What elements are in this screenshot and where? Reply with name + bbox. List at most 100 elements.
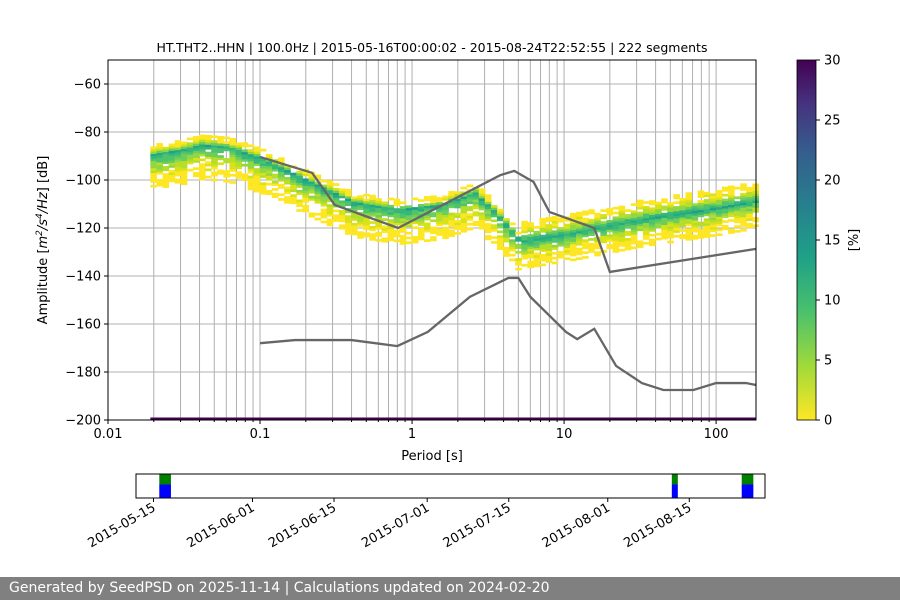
density-cell	[503, 251, 510, 255]
density-cell	[454, 203, 462, 206]
density-cell	[606, 227, 614, 230]
density-cell	[576, 235, 583, 239]
density-cell	[679, 219, 687, 223]
density-cell	[661, 205, 668, 209]
density-cell	[460, 201, 468, 204]
density-cell	[642, 205, 650, 209]
density-cell	[229, 173, 237, 177]
density-cell	[399, 239, 407, 243]
density-cell	[150, 156, 157, 159]
density-cell	[527, 241, 534, 245]
density-cell	[490, 214, 498, 218]
density-cell	[612, 250, 620, 253]
density-cell	[606, 239, 614, 242]
density-cell	[527, 265, 534, 269]
density-cell	[728, 211, 735, 215]
density-cell	[746, 194, 753, 197]
density-cell	[168, 177, 176, 180]
density-cell	[436, 199, 443, 203]
density-cell	[253, 182, 261, 186]
density-cell	[156, 157, 164, 161]
density-cell	[326, 189, 334, 193]
density-cell	[436, 206, 443, 210]
density-cell	[715, 228, 723, 232]
density-cell	[162, 151, 170, 155]
density-cell	[588, 242, 595, 246]
density-cell	[442, 212, 449, 216]
density-cell	[721, 227, 729, 231]
density-cell	[411, 209, 419, 213]
density-cell	[186, 144, 194, 148]
density-cell	[478, 202, 486, 206]
density-cell	[721, 203, 729, 207]
density-cell	[332, 209, 340, 213]
density-cell	[618, 205, 626, 209]
density-cell	[320, 179, 328, 183]
density-cell	[424, 203, 431, 207]
density-cell	[192, 155, 200, 158]
density-cell	[466, 222, 474, 226]
density-cell	[162, 158, 170, 162]
density-cell	[685, 213, 693, 217]
density-cell	[618, 236, 626, 240]
density-cell	[527, 229, 534, 233]
density-cell	[509, 234, 516, 238]
density-cell	[205, 175, 212, 179]
high-noise-model-line	[259, 155, 757, 274]
density-cell	[649, 217, 656, 220]
density-cell	[515, 262, 522, 266]
density-cell	[478, 222, 486, 225]
density-cell	[503, 220, 510, 224]
density-cell	[533, 262, 541, 265]
density-cell	[405, 207, 413, 211]
density-cell	[569, 251, 577, 255]
density-cell	[308, 214, 316, 218]
density-cell	[734, 208, 741, 212]
density-cell	[168, 162, 176, 166]
density-cell	[168, 172, 176, 175]
density-cell	[302, 183, 309, 186]
density-cell	[174, 171, 182, 175]
density-cell	[740, 221, 747, 225]
density-cell	[484, 215, 492, 219]
density-cell	[211, 178, 218, 182]
colorbar-tick-label: 10	[824, 294, 841, 309]
density-cell	[667, 202, 674, 205]
density-cell	[503, 222, 510, 226]
density-cell	[484, 206, 492, 210]
density-cell	[582, 220, 589, 223]
density-cell	[211, 157, 218, 160]
density-cell	[661, 207, 668, 211]
density-cell	[527, 260, 534, 264]
density-cell	[411, 240, 419, 244]
density-cell	[381, 227, 389, 231]
density-cell	[217, 145, 224, 149]
density-cell	[509, 241, 516, 245]
density-cell	[278, 198, 285, 201]
density-cell	[363, 213, 370, 216]
density-cell	[685, 211, 693, 215]
density-cell	[259, 160, 267, 164]
density-cell	[612, 221, 620, 224]
density-cell	[430, 236, 437, 239]
density-cell	[551, 223, 559, 226]
density-cell	[496, 240, 504, 243]
density-cell	[490, 212, 498, 215]
density-cell	[217, 171, 224, 175]
density-cell	[582, 251, 589, 254]
density-cell	[199, 163, 206, 167]
density-cell	[515, 236, 522, 240]
density-cell	[156, 143, 164, 146]
density-cell	[484, 213, 492, 217]
density-cell	[721, 225, 729, 228]
density-cell	[582, 241, 589, 245]
density-cell	[448, 191, 455, 194]
density-cell	[241, 144, 249, 148]
density-cell	[606, 244, 614, 247]
density-cell	[229, 169, 237, 172]
density-cell	[612, 206, 620, 210]
density-cell	[527, 234, 534, 237]
density-cell	[515, 267, 522, 271]
density-cell	[679, 207, 687, 211]
density-cell	[411, 211, 419, 215]
